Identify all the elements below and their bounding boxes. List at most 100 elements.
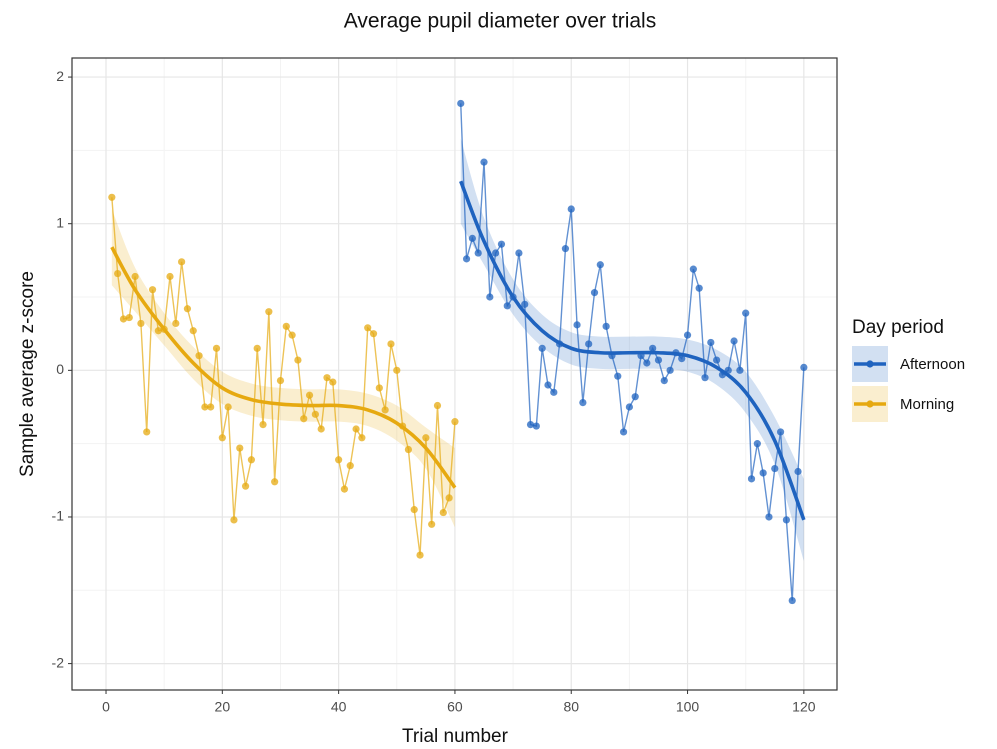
data-point xyxy=(742,309,750,317)
x-tick-label: 80 xyxy=(563,699,579,715)
data-point xyxy=(619,428,628,436)
data-point xyxy=(730,337,738,345)
data-point xyxy=(794,467,802,476)
chart-title: Average pupil diameter over trials xyxy=(344,10,656,33)
data-point xyxy=(207,403,215,411)
data-point xyxy=(410,506,418,514)
data-point xyxy=(550,388,558,396)
data-point xyxy=(695,284,703,292)
y-tick-label: 2 xyxy=(56,68,64,84)
data-point xyxy=(643,359,651,367)
data-point xyxy=(428,520,436,528)
data-point xyxy=(649,344,657,352)
data-point xyxy=(689,265,697,273)
data-point xyxy=(585,340,593,348)
data-point xyxy=(335,456,343,464)
data-point xyxy=(492,249,500,257)
data-point xyxy=(631,393,639,401)
data-point xyxy=(224,403,232,411)
data-point xyxy=(776,428,785,436)
legend-label: Afternoon xyxy=(900,356,965,373)
data-point xyxy=(759,469,767,477)
x-axis-title: Trial number xyxy=(402,726,509,747)
data-point xyxy=(271,478,279,486)
y-tick-label: -1 xyxy=(52,508,65,524)
data-point xyxy=(346,462,354,470)
data-point xyxy=(468,234,476,242)
data-point xyxy=(340,485,349,493)
data-point xyxy=(154,327,162,335)
x-tick-label: 60 xyxy=(447,699,463,715)
data-point xyxy=(352,425,360,433)
data-point xyxy=(119,315,128,323)
data-point xyxy=(148,286,157,294)
data-point xyxy=(282,322,290,330)
data-point xyxy=(108,193,116,201)
data-point xyxy=(771,464,779,473)
data-point xyxy=(561,245,570,253)
data-point xyxy=(143,428,151,436)
data-point xyxy=(602,322,610,330)
data-point xyxy=(218,434,226,442)
data-point xyxy=(625,403,633,411)
data-point xyxy=(526,420,535,429)
data-point xyxy=(590,289,599,297)
data-point xyxy=(800,363,808,372)
data-point xyxy=(294,356,302,364)
data-point xyxy=(678,355,686,363)
data-point xyxy=(439,508,447,517)
data-point xyxy=(701,374,709,382)
data-point xyxy=(276,376,285,385)
data-point xyxy=(445,494,453,502)
x-tick-label: 40 xyxy=(331,699,347,715)
data-point xyxy=(137,319,145,328)
data-point xyxy=(480,158,488,166)
y-axis-title: Sample average z-score xyxy=(17,271,38,477)
data-point xyxy=(654,356,663,364)
legend-title: Day period xyxy=(852,317,944,338)
data-point xyxy=(521,300,529,308)
data-point xyxy=(497,240,506,248)
data-point xyxy=(253,344,261,352)
data-point xyxy=(404,445,413,454)
data-point xyxy=(172,319,180,328)
data-point xyxy=(358,434,366,442)
data-point xyxy=(311,410,319,418)
data-point xyxy=(544,381,552,389)
data-point xyxy=(195,352,203,360)
data-point xyxy=(381,406,389,414)
data-point xyxy=(486,293,494,301)
data-point xyxy=(433,401,442,410)
data-point xyxy=(259,420,267,429)
data-point xyxy=(713,356,721,364)
data-point xyxy=(503,302,511,310)
data-point xyxy=(567,205,575,213)
data-point xyxy=(288,331,296,339)
data-point xyxy=(201,403,209,411)
legend-point xyxy=(866,360,874,368)
trend-line xyxy=(459,180,806,521)
data-point xyxy=(317,425,325,433)
x-tick-label: 120 xyxy=(792,699,816,715)
data-point xyxy=(782,516,791,524)
data-point xyxy=(457,99,465,108)
data-point xyxy=(515,249,523,257)
data-point xyxy=(230,516,238,524)
data-point xyxy=(247,456,256,464)
data-point xyxy=(166,272,174,281)
data-point xyxy=(532,422,540,430)
data-point xyxy=(788,596,796,605)
data-point xyxy=(236,444,244,452)
trend-line xyxy=(110,246,457,489)
y-tick-label: -2 xyxy=(52,654,65,670)
data-point xyxy=(451,418,459,426)
data-point xyxy=(114,269,122,278)
data-point xyxy=(125,313,133,322)
y-tick-label: 0 xyxy=(56,361,64,377)
data-point xyxy=(736,366,744,374)
data-point xyxy=(683,331,692,339)
data-point xyxy=(305,391,314,399)
data-point xyxy=(178,258,186,266)
